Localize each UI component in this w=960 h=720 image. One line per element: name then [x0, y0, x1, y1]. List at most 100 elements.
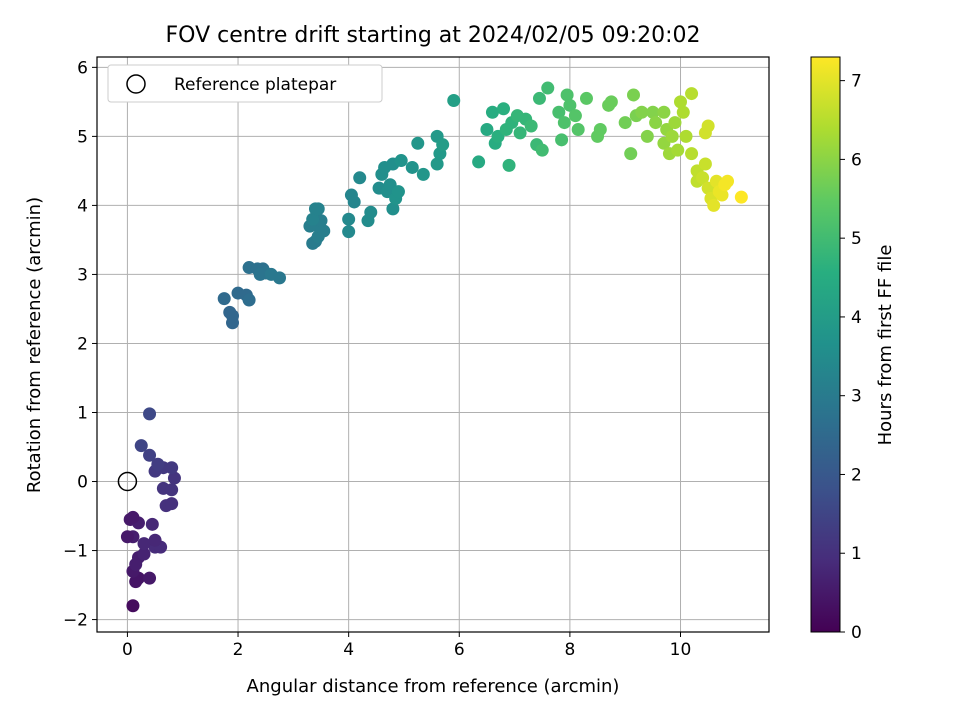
y-tick-label: 3: [77, 265, 88, 285]
colorbar: 0 1 2 3 4 5 6 7 Hours from first FF file: [810, 56, 896, 643]
x-tick-label: 2: [233, 640, 244, 660]
y-tick-label: −2: [63, 611, 88, 631]
data-point: [552, 105, 566, 119]
data-point: [167, 471, 181, 485]
data-point: [557, 116, 571, 130]
data-point: [698, 157, 712, 171]
y-tick-label: −1: [63, 542, 88, 562]
data-point: [502, 158, 516, 172]
data-point: [618, 116, 632, 130]
data-point: [555, 133, 569, 147]
x-axis-label: Angular distance from reference (arcmin): [247, 676, 620, 697]
data-point: [447, 93, 461, 107]
data-point: [604, 95, 618, 109]
data-point: [126, 510, 140, 524]
y-tick-label: 1: [77, 403, 88, 423]
data-point: [524, 119, 538, 133]
data-point: [646, 105, 660, 119]
legend: Reference platepar: [107, 64, 383, 103]
data-point: [701, 119, 715, 133]
data-point: [165, 497, 179, 511]
data-point: [120, 530, 134, 544]
data-point: [640, 129, 654, 143]
data-point: [217, 292, 231, 306]
y-tick-label: 4: [77, 196, 88, 216]
data-point: [411, 136, 425, 150]
data-point: [671, 143, 685, 157]
data-point: [391, 185, 405, 199]
x-tick-label: 8: [564, 640, 575, 660]
data-point: [541, 81, 555, 95]
data-point: [679, 129, 693, 143]
data-point: [165, 483, 179, 497]
data-point: [665, 129, 679, 143]
legend-box: [107, 64, 383, 103]
data-point: [485, 105, 499, 119]
data-point: [353, 171, 367, 185]
data-point: [715, 188, 729, 202]
colorbar-tick-label: 5: [851, 229, 862, 249]
data-point: [497, 102, 511, 116]
data-point: [579, 91, 593, 105]
data-point: [685, 147, 699, 161]
colorbar-tick-label: 1: [851, 544, 862, 564]
data-point: [674, 95, 688, 109]
data-point: [635, 105, 649, 119]
legend-marker: [126, 74, 146, 94]
data-point: [143, 448, 157, 462]
data-point: [696, 171, 710, 185]
data-point: [472, 155, 486, 169]
points-layer: [117, 81, 748, 613]
legend-label: Reference platepar: [174, 75, 336, 95]
colorbar-tick-label: 4: [851, 308, 862, 328]
data-point: [148, 533, 162, 547]
colorbar-tick-label: 2: [851, 465, 862, 485]
y-tick-label: 2: [77, 334, 88, 354]
x-tick-label: 4: [343, 640, 354, 660]
data-point: [707, 198, 721, 212]
x-tick-label: 6: [454, 640, 465, 660]
data-point: [306, 212, 320, 226]
data-point: [668, 116, 682, 130]
x-tick-label: 0: [122, 640, 133, 660]
colorbar-tick-label: 6: [851, 150, 862, 170]
data-point: [624, 147, 638, 161]
data-point: [253, 267, 267, 281]
x-tick-label: 10: [670, 640, 692, 660]
data-point: [734, 190, 748, 204]
data-point: [513, 126, 527, 140]
x-axis: 0 2 4 6 8 10: [122, 632, 691, 660]
data-point: [480, 122, 494, 136]
reference-marker: [117, 471, 138, 492]
data-point: [311, 202, 325, 216]
data-point: [151, 457, 165, 471]
data-point: [436, 138, 450, 152]
data-point: [126, 599, 140, 613]
data-point: [593, 122, 607, 136]
data-point: [347, 195, 361, 209]
colorbar-ticks: 0 1 2 3 4 5 6 7: [840, 72, 862, 643]
data-point: [137, 547, 151, 561]
data-point: [165, 461, 179, 475]
plot-frame: [96, 56, 770, 633]
y-tick-label: 0: [77, 473, 88, 493]
data-point: [129, 575, 143, 589]
y-tick-label: 6: [77, 58, 88, 78]
colorbar-label: Hours from first FF file: [875, 245, 896, 446]
data-point: [430, 157, 444, 171]
data-point: [342, 225, 356, 239]
data-point: [676, 105, 690, 119]
y-axis: −2 −1 0 1 2 3 4 5 6: [63, 58, 97, 631]
data-point: [721, 174, 735, 188]
colorbar-gradient: [810, 56, 841, 633]
data-point: [273, 271, 287, 285]
colorbar-tick-label: 7: [851, 72, 862, 92]
data-point: [535, 143, 549, 157]
data-point: [242, 293, 256, 307]
data-point: [568, 109, 582, 123]
data-point: [143, 407, 157, 421]
data-point: [657, 105, 671, 119]
data-point: [143, 571, 157, 585]
data-point: [416, 167, 430, 181]
